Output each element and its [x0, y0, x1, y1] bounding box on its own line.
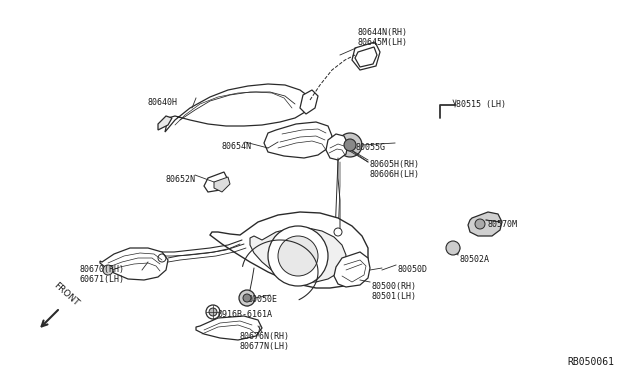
Circle shape	[338, 133, 362, 157]
Text: 80676N(RH): 80676N(RH)	[240, 332, 290, 341]
Text: 80570M: 80570M	[488, 220, 518, 229]
Text: 80515 (LH): 80515 (LH)	[456, 100, 506, 109]
Polygon shape	[334, 252, 370, 287]
Polygon shape	[300, 90, 318, 114]
Circle shape	[209, 308, 217, 316]
Polygon shape	[352, 42, 380, 70]
Circle shape	[344, 139, 356, 151]
Text: 80605H(RH): 80605H(RH)	[370, 160, 420, 169]
Circle shape	[446, 241, 460, 255]
Text: 80606H(LH): 80606H(LH)	[370, 170, 420, 179]
Text: 80501(LH): 80501(LH)	[372, 292, 417, 301]
Polygon shape	[326, 134, 348, 160]
Text: 80645M(LH): 80645M(LH)	[358, 38, 408, 47]
Polygon shape	[355, 47, 377, 67]
Circle shape	[103, 265, 113, 275]
Polygon shape	[210, 212, 368, 288]
Text: 80644N(RH): 80644N(RH)	[358, 28, 408, 37]
Text: 80677N(LH): 80677N(LH)	[240, 342, 290, 351]
Text: 60671(LH): 60671(LH)	[80, 275, 125, 284]
Text: 0916B-6161A: 0916B-6161A	[218, 310, 273, 319]
Polygon shape	[158, 116, 172, 130]
Polygon shape	[204, 172, 228, 192]
Circle shape	[239, 290, 255, 306]
Text: 80640H: 80640H	[148, 98, 178, 107]
Text: RB050061: RB050061	[567, 357, 614, 367]
Polygon shape	[196, 316, 262, 340]
Polygon shape	[165, 84, 310, 132]
Circle shape	[243, 294, 251, 302]
Polygon shape	[250, 228, 346, 282]
Text: 80500(RH): 80500(RH)	[372, 282, 417, 291]
Circle shape	[334, 228, 342, 236]
Circle shape	[206, 305, 220, 319]
Text: 80502A: 80502A	[460, 255, 490, 264]
Text: 80654N: 80654N	[222, 142, 252, 151]
Text: 80050D: 80050D	[398, 265, 428, 274]
Text: FRONT: FRONT	[52, 281, 81, 308]
Text: 80670(RH): 80670(RH)	[80, 265, 125, 274]
Text: 80055G: 80055G	[355, 143, 385, 152]
Circle shape	[475, 219, 485, 229]
Text: 80652N: 80652N	[166, 175, 196, 184]
Polygon shape	[100, 248, 168, 280]
Polygon shape	[468, 212, 502, 236]
Circle shape	[268, 226, 328, 286]
Polygon shape	[214, 177, 230, 192]
Polygon shape	[264, 122, 332, 158]
Text: 80050E: 80050E	[248, 295, 278, 304]
Circle shape	[278, 236, 318, 276]
